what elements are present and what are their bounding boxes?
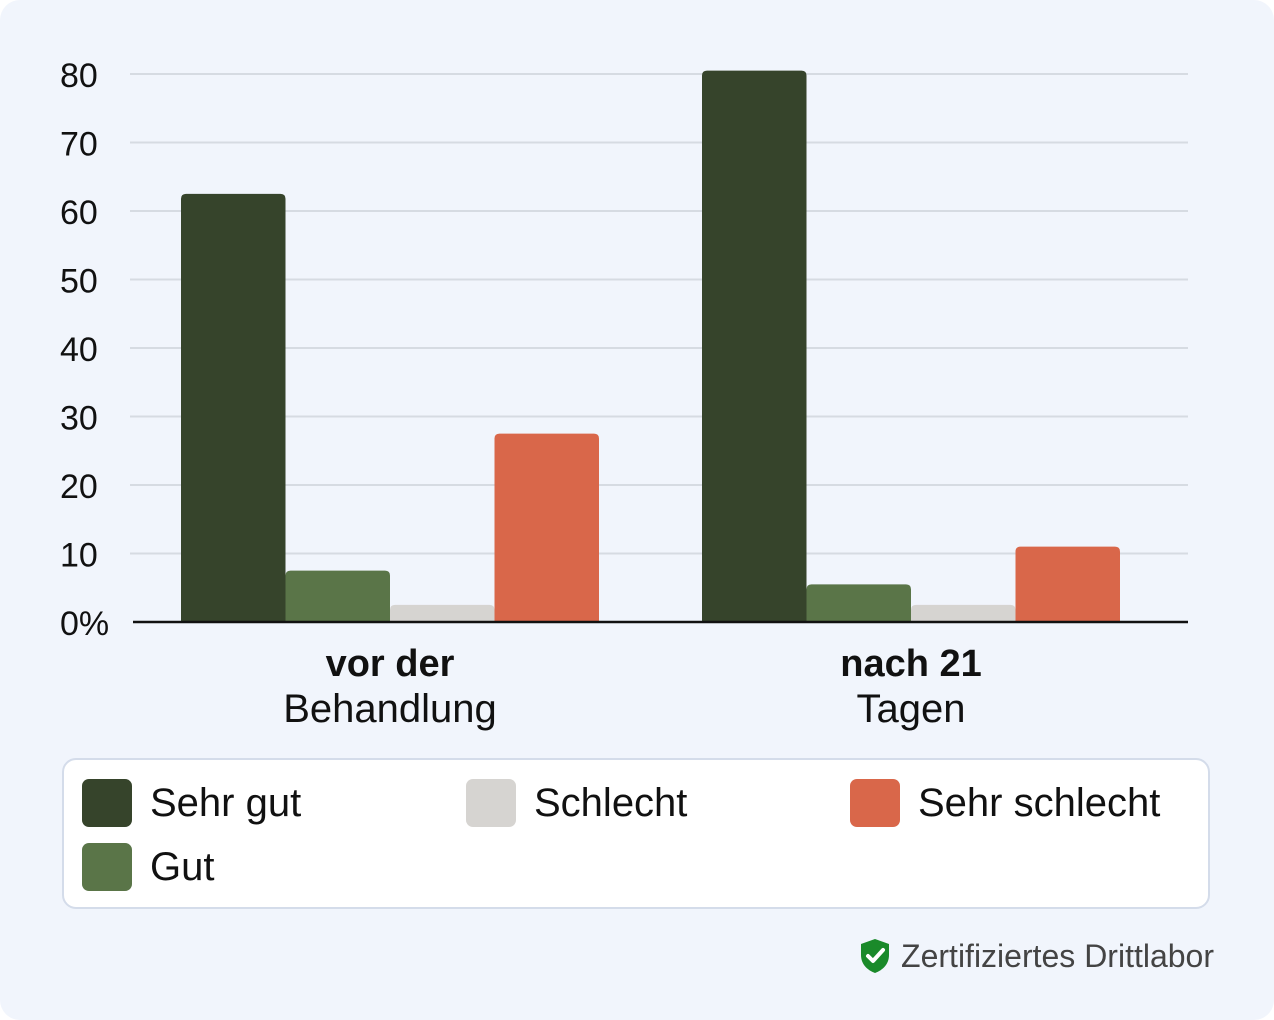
legend-label: Schlecht [534,780,688,825]
legend-item-gut: Gut [82,842,214,892]
legend-label: Sehr gut [150,780,302,825]
legend-item-schlecht: Schlecht [466,778,687,828]
legend-label: Gut [150,844,215,889]
bar [1015,546,1120,622]
shield-check-icon [861,939,890,973]
bar [806,584,911,622]
y-tick-label: 20 [60,468,98,506]
certification-text: Zertifiziertes Drittlabor [901,937,1214,974]
certification-badge: Zertifiziertes Drittlabor [859,935,1214,977]
bar [702,70,807,622]
y-tick-label: 30 [60,400,98,438]
x-category-label: nach 21 [840,643,982,685]
y-tick-label: 50 [60,263,98,301]
y-tick-label: 70 [60,126,98,164]
y-tick-label: 60 [60,194,98,232]
bar [911,604,1016,622]
bar [494,433,599,622]
y-tick-label: 80 [60,57,98,95]
x-category-sublabel: Behandlung [283,687,497,731]
y-tick-label: 40 [60,331,98,369]
y-tick-label: 0% [60,605,109,643]
y-tick-label: 10 [60,537,98,575]
legend-swatch [82,843,132,891]
legend-swatch [82,779,132,827]
legend: Sehr gut Schlecht Sehr schlecht Gut [62,758,1210,909]
legend-item-sehr-schlecht: Sehr schlecht [850,778,1160,828]
legend-label: Sehr schlecht [918,780,1161,825]
bar [285,570,390,622]
x-category-label: vor der [326,643,455,685]
legend-swatch [466,779,516,827]
legend-item-sehr-gut: Sehr gut [82,778,301,828]
bar [181,193,286,622]
bar [390,604,495,622]
legend-swatch [850,779,900,827]
x-category-sublabel: Tagen [857,687,966,731]
